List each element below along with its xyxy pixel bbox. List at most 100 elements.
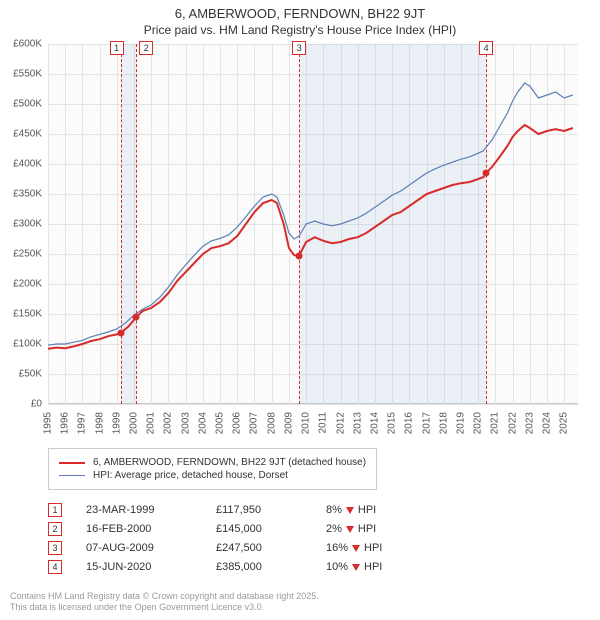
event-row: 3 07-AUG-2009£247,50016% HPI <box>48 541 382 555</box>
y-tick-label: £250K <box>13 249 42 260</box>
series-line <box>48 83 573 345</box>
sale-dot <box>117 330 124 337</box>
event-diff-suffix: HPI <box>358 504 376 516</box>
arrow-down-icon <box>346 526 354 533</box>
x-tick-label: 2007 <box>249 412 260 434</box>
event-table: 123-MAR-1999£117,9508%HPI216-FEB-2000£14… <box>48 498 382 579</box>
x-tick-label: 2017 <box>421 412 432 434</box>
y-tick-label: £550K <box>13 69 42 80</box>
y-tick-label: £100K <box>13 339 42 350</box>
arrow-down-icon <box>352 545 360 552</box>
x-tick-label: 2025 <box>559 412 570 434</box>
x-tick-label: 2003 <box>180 412 191 434</box>
x-tick-label: 2021 <box>490 412 501 434</box>
event-diff: 16% HPI <box>326 542 382 554</box>
footnote-line2: This data is licensed under the Open Gov… <box>10 602 319 614</box>
arrow-down-icon <box>346 507 354 514</box>
event-date: 15-JUN-2020 <box>86 561 216 573</box>
sale-dot <box>133 314 140 321</box>
series-lines <box>48 44 578 404</box>
x-tick-label: 2018 <box>438 412 449 434</box>
event-row: 216-FEB-2000£145,0002%HPI <box>48 522 382 536</box>
chart-title: 6, AMBERWOOD, FERNDOWN, BH22 9JT <box>0 0 600 23</box>
event-badge: 1 <box>48 503 62 517</box>
event-diff-pct: 8% <box>326 504 342 516</box>
marker-badge: 4 <box>479 41 493 55</box>
y-tick-label: £200K <box>13 279 42 290</box>
legend-item: 6, AMBERWOOD, FERNDOWN, BH22 9JT (detach… <box>59 457 366 468</box>
event-date: 07-AUG-2009 <box>86 542 216 554</box>
y-tick-label: £350K <box>13 189 42 200</box>
x-tick-label: 1996 <box>60 412 71 434</box>
legend-label: HPI: Average price, detached house, Dors… <box>93 470 288 481</box>
event-diff: 10% HPI <box>326 561 382 573</box>
event-row: 1 23-MAR-1999£117,9508% HPI <box>48 503 382 517</box>
y-tick-label: £400K <box>13 159 42 170</box>
legend-label: 6, AMBERWOOD, FERNDOWN, BH22 9JT (detach… <box>93 457 366 468</box>
event-row: 4 15-JUN-2020£385,00010% HPI <box>48 560 382 574</box>
x-tick-label: 2022 <box>507 412 518 434</box>
event-diff-suffix: HPI <box>364 542 382 554</box>
event-price: £247,500 <box>216 542 326 554</box>
x-tick-label: 2024 <box>542 412 553 434</box>
x-tick-label: 1998 <box>94 412 105 434</box>
y-tick-label: £300K <box>13 219 42 230</box>
y-tick-label: £0 <box>31 399 42 410</box>
event-diff: 8% HPI <box>326 504 376 516</box>
chart-container: 6, AMBERWOOD, FERNDOWN, BH22 9JT Price p… <box>0 0 600 620</box>
y-tick-label: £600K <box>13 39 42 50</box>
y-tick-label: £450K <box>13 129 42 140</box>
event-diff-pct: 10% <box>326 561 348 573</box>
x-tick-label: 2006 <box>232 412 243 434</box>
y-tick-label: £150K <box>13 309 42 320</box>
x-tick-label: 2023 <box>524 412 535 434</box>
legend-swatch <box>59 475 85 476</box>
marker-badge: 3 <box>292 41 306 55</box>
x-tick-label: 2009 <box>283 412 294 434</box>
x-tick-label: 2002 <box>163 412 174 434</box>
y-tick-label: £50K <box>19 369 42 380</box>
legend-swatch <box>59 462 85 464</box>
x-tick-label: 2016 <box>404 412 415 434</box>
event-badge: 3 <box>48 541 62 555</box>
event-date: 16-FEB-2000 <box>86 523 216 535</box>
event-price: £385,000 <box>216 561 326 573</box>
event-date: 23-MAR-1999 <box>86 504 216 516</box>
x-tick-label: 2001 <box>146 412 157 434</box>
x-tick-label: 2010 <box>301 412 312 434</box>
x-tick-label: 2012 <box>335 412 346 434</box>
x-tick-label: 2005 <box>215 412 226 434</box>
gridline-h <box>48 404 578 405</box>
event-diff-pct: 2% <box>326 523 342 535</box>
plot-area: 1 2 3 4 <box>48 44 578 404</box>
x-tick-label: 2008 <box>266 412 277 434</box>
sale-dot <box>483 170 490 177</box>
marker-badge: 2 <box>139 41 153 55</box>
x-tick-label: 2020 <box>473 412 484 434</box>
series-line <box>48 125 573 349</box>
y-tick-label: £500K <box>13 99 42 110</box>
legend: 6, AMBERWOOD, FERNDOWN, BH22 9JT (detach… <box>48 448 377 490</box>
event-price: £145,000 <box>216 523 326 535</box>
footnote-line1: Contains HM Land Registry data © Crown c… <box>10 591 319 603</box>
x-tick-label: 1997 <box>77 412 88 434</box>
x-tick-label: 2011 <box>318 412 329 434</box>
x-tick-label: 2000 <box>129 412 140 434</box>
y-axis-labels: £0£50K£100K£150K£200K£250K£300K£350K£400… <box>0 44 46 404</box>
x-tick-label: 2013 <box>352 412 363 434</box>
marker-badge: 1 <box>110 41 124 55</box>
x-tick-label: 2015 <box>387 412 398 434</box>
chart-subtitle: Price paid vs. HM Land Registry's House … <box>0 23 600 39</box>
event-badge: 4 <box>48 560 62 574</box>
x-tick-label: 2019 <box>455 412 466 434</box>
footnote: Contains HM Land Registry data © Crown c… <box>10 591 319 614</box>
x-tick-label: 1995 <box>43 412 54 434</box>
event-diff-suffix: HPI <box>358 523 376 535</box>
event-diff-suffix: HPI <box>364 561 382 573</box>
event-diff: 2% HPI <box>326 523 376 535</box>
arrow-down-icon <box>352 564 360 571</box>
event-price: £117,950 <box>216 504 326 516</box>
event-diff-pct: 16% <box>326 542 348 554</box>
legend-item: HPI: Average price, detached house, Dors… <box>59 470 366 481</box>
x-tick-label: 2004 <box>197 412 208 434</box>
